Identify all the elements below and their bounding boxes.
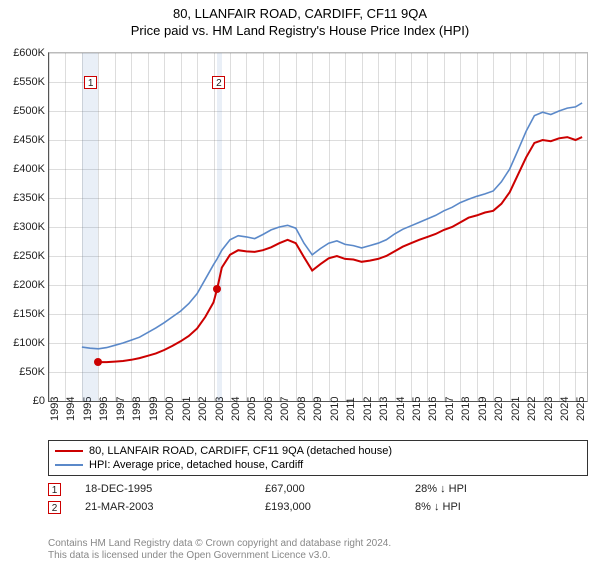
sale-row: 1 18-DEC-1995 £67,000 28% ↓ HPI xyxy=(48,480,588,498)
licence-text: Contains HM Land Registry data © Crown c… xyxy=(48,538,588,562)
y-axis-label: £100K xyxy=(1,337,45,349)
legend-row: 80, LLANFAIR ROAD, CARDIFF, CF11 9QA (de… xyxy=(55,444,581,458)
legend-label: 80, LLANFAIR ROAD, CARDIFF, CF11 9QA (de… xyxy=(89,445,392,457)
legend-label: HPI: Average price, detached house, Card… xyxy=(89,459,303,471)
y-axis-label: £350K xyxy=(1,192,45,204)
sale-marker: 1 xyxy=(48,483,61,496)
y-axis-label: £450K xyxy=(1,134,45,146)
licence-line: This data is licensed under the Open Gov… xyxy=(48,550,588,562)
y-axis-label: £200K xyxy=(1,279,45,291)
price-chart: £0£50K£100K£150K£200K£250K£300K£350K£400… xyxy=(48,52,588,402)
y-axis-label: £400K xyxy=(1,163,45,175)
y-axis-label: £600K xyxy=(1,47,45,59)
sales-table: 1 18-DEC-1995 £67,000 28% ↓ HPI 2 21-MAR-2003… xyxy=(48,480,588,516)
page-subtitle: Price paid vs. HM Land Registry's House … xyxy=(0,23,600,38)
y-axis-label: £250K xyxy=(1,250,45,262)
sale-dot xyxy=(94,358,102,366)
sale-marker: 2 xyxy=(212,76,225,89)
sale-date: 18-DEC-1995 xyxy=(85,483,205,495)
y-axis-label: £0 xyxy=(1,395,45,407)
sale-price: £193,000 xyxy=(265,501,355,513)
sale-marker: 1 xyxy=(84,76,97,89)
sale-date: 21-MAR-2003 xyxy=(85,501,205,513)
sale-dot xyxy=(213,285,221,293)
y-axis-label: £300K xyxy=(1,221,45,233)
page-title: 80, LLANFAIR ROAD, CARDIFF, CF11 9QA xyxy=(0,6,600,21)
legend-row: HPI: Average price, detached house, Card… xyxy=(55,458,581,472)
sale-price: £67,000 xyxy=(265,483,355,495)
sale-row: 2 21-MAR-2003 £193,000 8% ↓ HPI xyxy=(48,498,588,516)
sale-marker: 2 xyxy=(48,501,61,514)
y-axis-label: £550K xyxy=(1,76,45,88)
licence-line: Contains HM Land Registry data © Crown c… xyxy=(48,538,588,550)
sale-delta: 8% ↓ HPI xyxy=(415,501,461,513)
y-axis-label: £50K xyxy=(1,366,45,378)
y-axis-label: £500K xyxy=(1,105,45,117)
legend-box: 80, LLANFAIR ROAD, CARDIFF, CF11 9QA (de… xyxy=(48,440,588,476)
legend-swatch xyxy=(55,450,83,452)
y-axis-label: £150K xyxy=(1,308,45,320)
legend-swatch xyxy=(55,464,83,466)
sale-delta: 28% ↓ HPI xyxy=(415,483,467,495)
series-hpi xyxy=(82,103,582,349)
